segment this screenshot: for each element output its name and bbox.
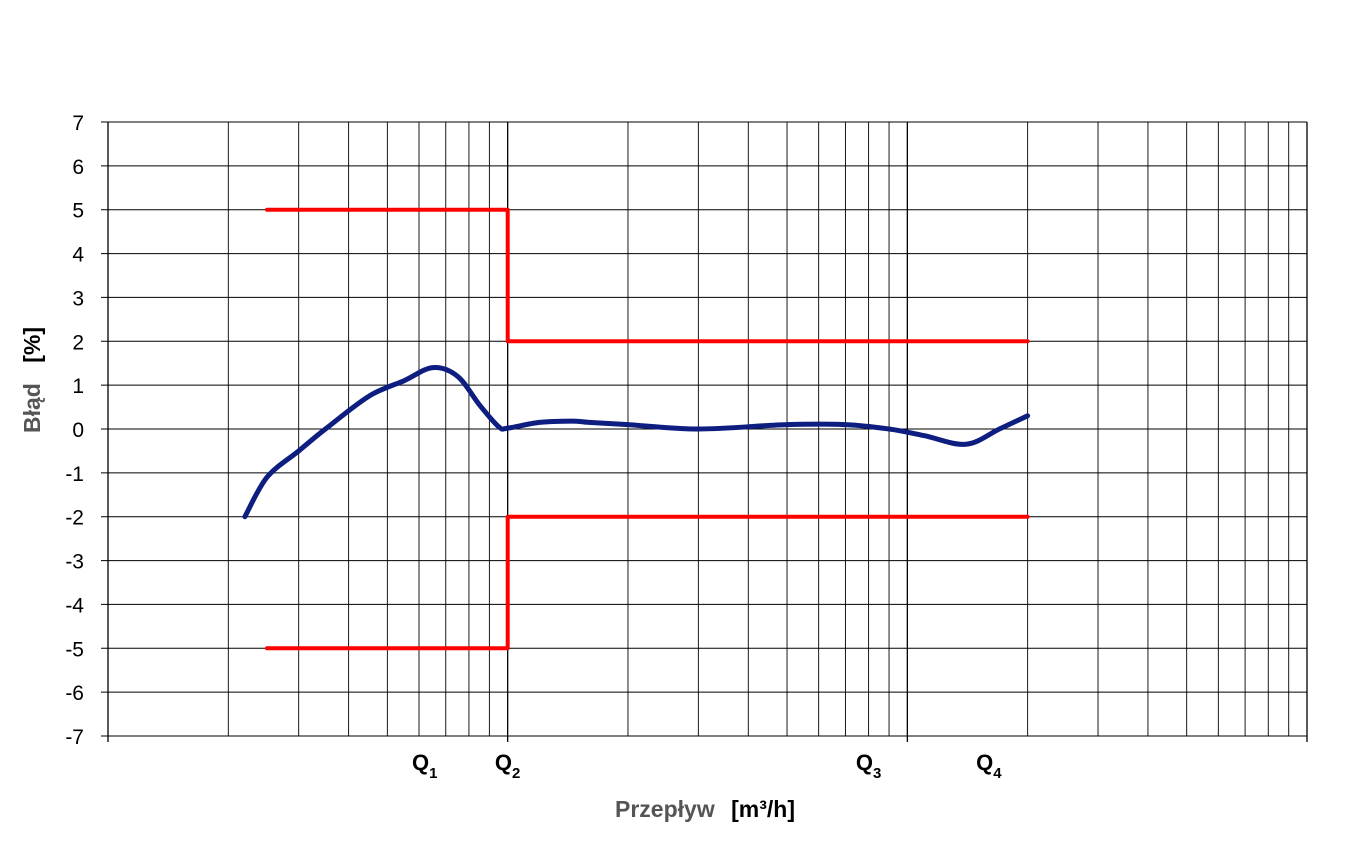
y-tick-label: -3: [65, 551, 84, 574]
series: [242, 207, 1031, 651]
y-tick-label: -6: [65, 682, 84, 705]
x-axis-title: Przepływ [m³/h]: [615, 796, 795, 822]
y-tick-label: 5: [72, 200, 84, 223]
y-tick-label: 2: [72, 331, 84, 354]
y-tick-label: 3: [72, 287, 84, 310]
series-upper-limit: [265, 207, 1030, 344]
q-marker-1: Q1: [412, 750, 437, 782]
x-axis-markers: Q1 Q2 Q3 Q4: [412, 750, 1002, 782]
y-axis-title: Błąd [%]: [19, 327, 45, 433]
y-tick-label: 7: [72, 112, 84, 135]
x-axis-unit: [m³/h]: [731, 796, 795, 822]
y-tick-label: 1: [72, 375, 84, 398]
y-tick-label: 6: [72, 156, 84, 179]
series-measured-error: [242, 365, 1031, 520]
y-axis-ticks: 7 6 5 4 3 2 1 0 -1 -2 -3 -4 -5 -6 -7: [65, 112, 84, 749]
x-axis-title-text: Przepływ: [615, 796, 715, 822]
y-tick-label: 4: [72, 244, 84, 267]
y-tick-label: -5: [65, 638, 84, 661]
y-axis-unit: [%]: [19, 327, 45, 363]
q-marker-3: Q3: [856, 750, 881, 782]
y-tick-label: -4: [65, 594, 84, 617]
y-axis-title-text: Błąd: [19, 383, 45, 433]
y-tick-label: -1: [65, 463, 84, 486]
q-marker-2: Q2: [495, 750, 520, 782]
series-lower-limit: [265, 514, 1030, 651]
y-tick-label: 0: [72, 419, 84, 442]
q-marker-4: Q4: [976, 750, 1002, 782]
y-tick-label: -7: [65, 726, 84, 749]
y-tick-label: -2: [65, 507, 84, 530]
